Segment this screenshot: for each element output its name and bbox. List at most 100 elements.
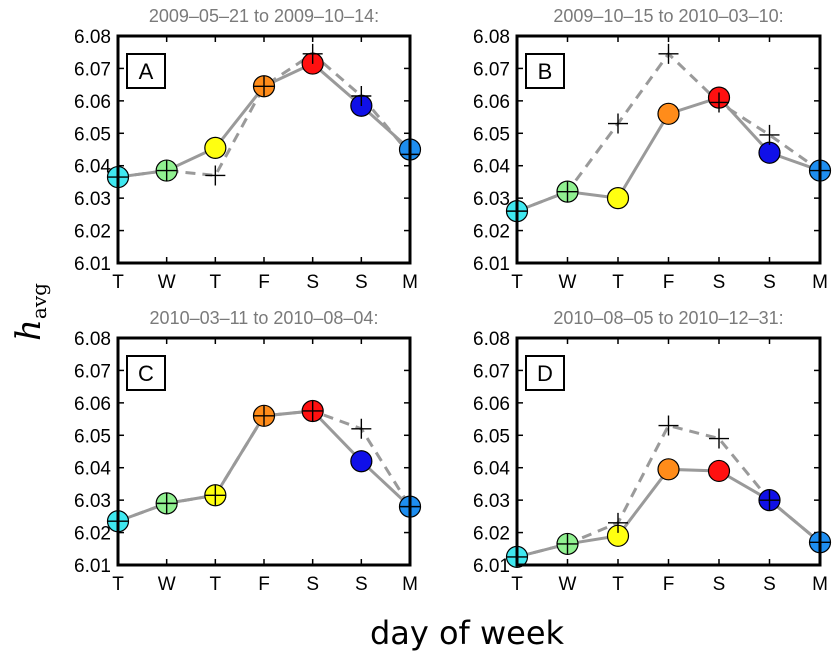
- y-tick-label: 6.04: [74, 157, 111, 178]
- plus-marker: [557, 181, 578, 202]
- y-tick-label: 6.08: [473, 329, 510, 350]
- data-point: [707, 459, 731, 483]
- y-tick-label: 6.02: [74, 222, 111, 243]
- x-tick-label: F: [258, 574, 270, 595]
- x-tick-label: T: [511, 272, 523, 293]
- panel-title: 2010–08–05 to 2010–12–31:: [553, 308, 783, 328]
- plus-marker: [156, 160, 177, 181]
- data-point: [606, 187, 630, 210]
- panel-label-box: [525, 355, 565, 391]
- data-point: [204, 136, 227, 159]
- x-tick-label: T: [112, 574, 124, 595]
- x-axis-label: day of week: [370, 614, 565, 652]
- plus-marker: [759, 490, 780, 511]
- y-tick-label: 6.08: [74, 329, 111, 350]
- plot-frame: [515, 336, 822, 567]
- panel-title: 2009–10–15 to 2010–03–10:: [553, 6, 783, 26]
- y-tick-label: 6.03: [473, 491, 510, 512]
- x-tick-label: W: [559, 574, 577, 595]
- y-axis-label: havg: [9, 283, 51, 341]
- plus-marker: [254, 405, 274, 426]
- y-tick-label: 6.07: [74, 59, 111, 80]
- y-tick-label: 6.07: [74, 361, 111, 382]
- y-tick-label: 6.08: [74, 27, 111, 48]
- y-tick-label: 6.07: [473, 59, 510, 80]
- x-tick-label: M: [812, 272, 828, 293]
- data-point: [350, 450, 373, 473]
- plus-marker: [205, 485, 226, 506]
- y-tick-label: 6.03: [74, 491, 111, 512]
- x-tick-label: S: [355, 574, 368, 595]
- x-tick-label: T: [210, 272, 222, 293]
- plot-frame: [116, 34, 412, 265]
- x-tick-label: S: [763, 574, 776, 595]
- y-tick-label: 6.08: [473, 27, 510, 48]
- data-point: [657, 458, 680, 481]
- panel-title: 2009–05–21 to 2009–10–14:: [149, 6, 379, 26]
- x-tick-label: M: [402, 574, 418, 595]
- plus-marker: [608, 113, 628, 134]
- y-tick-label: 6.02: [473, 222, 510, 243]
- panel-label: A: [139, 59, 154, 84]
- y-tick-label: 6.03: [473, 189, 510, 210]
- panel-label-box: [525, 53, 565, 89]
- panel-c: 2010–03–11 to 2010–08–04: 6.01 6.02 6.03 6.0…: [74, 308, 422, 595]
- x-tick-label: S: [306, 574, 319, 595]
- panels: 2009–05–21 to 2009–10–14: 6.01 6.02 6.03 6.0…: [74, 6, 832, 595]
- plus-marker: [709, 92, 729, 113]
- panel-label: C: [138, 361, 154, 386]
- x-tick-label: F: [663, 272, 675, 293]
- y-tick-label: 6.03: [74, 189, 111, 210]
- y-tick-label: 6.06: [473, 394, 510, 415]
- x-tick-label: M: [402, 272, 418, 293]
- x-tick-label: F: [663, 574, 675, 595]
- y-tick-label: 6.02: [473, 524, 510, 545]
- y-tick-label: 6.07: [473, 361, 510, 382]
- x-tick-label: T: [612, 272, 624, 293]
- y-tick-label: 6.05: [473, 124, 510, 145]
- plus-marker: [759, 124, 780, 145]
- y-tick-label: 6.06: [74, 92, 111, 113]
- x-tick-label: M: [812, 574, 828, 595]
- y-tick-label: 6.06: [74, 394, 111, 415]
- y-tick-label: 6.06: [473, 92, 510, 113]
- panel-d: 2010–08–05 to 2010–12–31: 6.01 6.02 6.03 6.0…: [473, 308, 832, 595]
- panel-a: 2009–05–21 to 2009–10–14: 6.01 6.02 6.03 6.0…: [74, 6, 422, 293]
- plus-marker: [658, 43, 679, 64]
- panel-title: 2010–03–11 to 2010–08–04:: [150, 308, 379, 328]
- y-tick-label: 6.04: [74, 459, 111, 480]
- plus-marker: [254, 76, 274, 97]
- plus-marker: [205, 165, 226, 186]
- panel-label-box: [126, 53, 166, 89]
- x-tick-label: W: [559, 272, 577, 293]
- y-tick-label: 6.05: [74, 124, 111, 145]
- plot-frame: [116, 336, 412, 567]
- plus-marker: [658, 415, 679, 436]
- x-tick-label: T: [210, 574, 222, 595]
- plus-marker: [608, 512, 628, 533]
- data-point: [657, 102, 680, 125]
- plot-frame: [515, 34, 822, 265]
- plus-marker: [709, 428, 729, 449]
- x-tick-label: S: [306, 272, 319, 293]
- y-tick-label: 6.01: [74, 254, 111, 275]
- x-tick-label: W: [158, 272, 176, 293]
- plus-marker: [557, 533, 578, 554]
- y-tick-label: 6.05: [473, 426, 510, 447]
- x-tick-label: S: [355, 272, 368, 293]
- x-tick-label: S: [763, 272, 776, 293]
- panel-label-box: [126, 355, 166, 391]
- x-tick-label: T: [511, 574, 523, 595]
- y-tick-label: 6.05: [74, 426, 111, 447]
- y-tick-label: 6.01: [473, 254, 510, 275]
- x-tick-label: W: [158, 574, 176, 595]
- panel-label: B: [538, 59, 553, 84]
- x-tick-label: S: [713, 272, 726, 293]
- y-tick-label: 6.04: [473, 157, 510, 178]
- plus-marker: [302, 43, 323, 64]
- panel-label: D: [537, 361, 553, 386]
- x-tick-label: S: [713, 574, 726, 595]
- y-tick-label: 6.01: [74, 556, 111, 577]
- panel-b: 2009–10–15 to 2010–03–10: 6.01 6.02 6.03 6.0…: [473, 6, 832, 293]
